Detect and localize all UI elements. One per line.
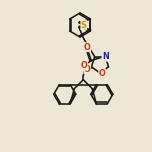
Text: N: N — [102, 52, 109, 61]
Text: O: O — [81, 61, 88, 70]
Text: S: S — [81, 21, 87, 29]
Text: O: O — [84, 65, 91, 74]
Text: O: O — [84, 43, 91, 52]
Text: O: O — [99, 69, 105, 78]
